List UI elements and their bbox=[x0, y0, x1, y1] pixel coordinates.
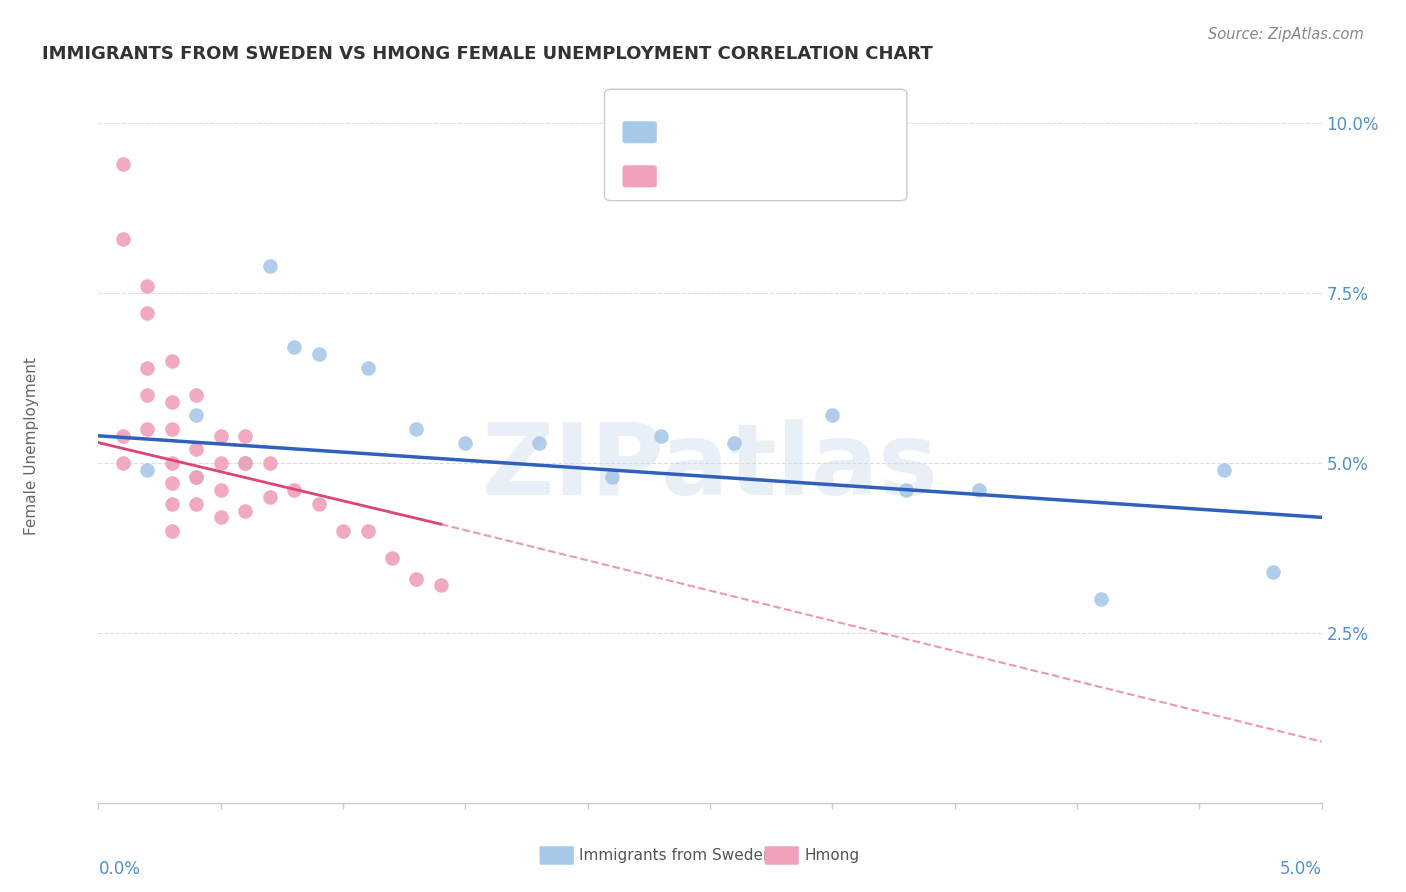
Point bbox=[454, 435, 477, 450]
Point bbox=[405, 422, 427, 436]
Point bbox=[160, 524, 183, 538]
Point bbox=[136, 388, 159, 402]
Point bbox=[111, 456, 134, 470]
Point bbox=[967, 483, 990, 498]
Text: Immigrants from Sweden: Immigrants from Sweden bbox=[579, 848, 773, 863]
Point bbox=[160, 422, 183, 436]
Point bbox=[111, 232, 134, 246]
Point bbox=[356, 360, 378, 375]
Point bbox=[233, 503, 256, 517]
Point bbox=[233, 456, 256, 470]
Point bbox=[136, 463, 159, 477]
Point bbox=[186, 388, 208, 402]
Text: IMMIGRANTS FROM SWEDEN VS HMONG FEMALE UNEMPLOYMENT CORRELATION CHART: IMMIGRANTS FROM SWEDEN VS HMONG FEMALE U… bbox=[42, 45, 934, 62]
Point bbox=[209, 456, 232, 470]
Point bbox=[600, 469, 623, 483]
Point bbox=[136, 360, 159, 375]
Point bbox=[160, 394, 183, 409]
Text: Hmong: Hmong bbox=[804, 848, 859, 863]
Text: ZIPatlas: ZIPatlas bbox=[482, 419, 938, 516]
Point bbox=[186, 409, 208, 423]
Point bbox=[186, 442, 208, 457]
Point bbox=[160, 456, 183, 470]
Text: 0.0%: 0.0% bbox=[98, 860, 141, 878]
Text: R = -0.153: R = -0.153 bbox=[665, 167, 755, 185]
Point bbox=[111, 429, 134, 443]
Point bbox=[136, 306, 159, 320]
Point bbox=[186, 497, 208, 511]
Point bbox=[186, 469, 208, 483]
Point bbox=[233, 429, 256, 443]
Point bbox=[160, 497, 183, 511]
Point bbox=[332, 524, 354, 538]
Point bbox=[650, 429, 672, 443]
Point bbox=[723, 435, 745, 450]
Text: N = 20: N = 20 bbox=[792, 122, 853, 140]
Text: Female Unemployment: Female Unemployment bbox=[24, 357, 38, 535]
Point bbox=[259, 456, 281, 470]
Point bbox=[233, 456, 256, 470]
Point bbox=[160, 476, 183, 491]
Point bbox=[405, 572, 427, 586]
Text: N = 36: N = 36 bbox=[792, 167, 853, 185]
Point bbox=[111, 157, 134, 171]
Point bbox=[259, 259, 281, 273]
Point bbox=[894, 483, 917, 498]
Point bbox=[527, 435, 550, 450]
Text: 5.0%: 5.0% bbox=[1279, 860, 1322, 878]
Point bbox=[136, 279, 159, 293]
Point bbox=[283, 341, 305, 355]
Point bbox=[821, 409, 844, 423]
Point bbox=[259, 490, 281, 504]
Point bbox=[209, 429, 232, 443]
Point bbox=[136, 422, 159, 436]
Point bbox=[186, 469, 208, 483]
Point bbox=[381, 551, 404, 566]
Point bbox=[1090, 591, 1112, 606]
Point bbox=[430, 578, 453, 592]
Point bbox=[209, 483, 232, 498]
Text: R = -0.278: R = -0.278 bbox=[665, 122, 754, 140]
Point bbox=[283, 483, 305, 498]
Point bbox=[356, 524, 378, 538]
Point bbox=[209, 510, 232, 524]
Point bbox=[1261, 565, 1284, 579]
Point bbox=[160, 354, 183, 368]
Point bbox=[308, 347, 330, 361]
Point bbox=[308, 497, 330, 511]
Point bbox=[1212, 463, 1234, 477]
Text: Source: ZipAtlas.com: Source: ZipAtlas.com bbox=[1208, 27, 1364, 42]
